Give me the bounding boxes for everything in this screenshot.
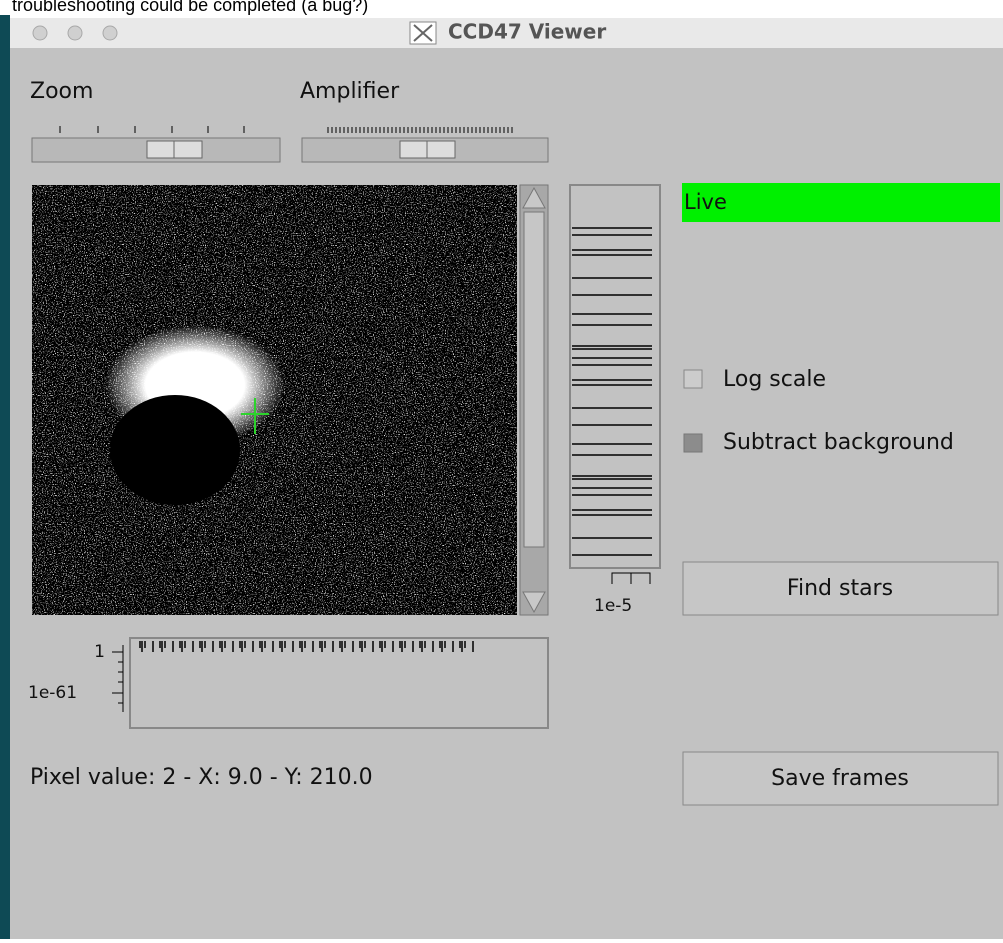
zoom-button[interactable]: [103, 26, 117, 40]
amplifier-slider[interactable]: [302, 138, 548, 162]
histogram-axis-top: 1: [94, 642, 105, 662]
caption: troubleshooting could be completed (a bu…: [12, 0, 368, 15]
histogram-axis-bottom: 1e-61: [28, 683, 77, 703]
subtract-background-label: Subtract background: [723, 430, 954, 455]
live-indicator: [682, 183, 1000, 222]
minimize-button[interactable]: [68, 26, 82, 40]
page: troubleshooting could be completed (a bu…: [0, 0, 1003, 939]
log-scale-label: Log scale: [723, 367, 826, 392]
find-stars-label: Find stars: [787, 576, 893, 601]
x11-icon: [410, 22, 436, 44]
screen: troubleshooting could be completed (a bu…: [0, 0, 1003, 939]
log-scale-checkbox[interactable]: [684, 370, 702, 388]
save-frames-label: Save frames: [771, 766, 909, 791]
amplifier-ticks: [328, 127, 512, 133]
subtract-background-checkbox[interactable]: [684, 434, 702, 452]
window-title: CCD47 Viewer: [448, 20, 606, 44]
pixel-info: Pixel value: 2 - X: 9.0 - Y: 210.0: [30, 765, 373, 790]
ccd-image: [32, 185, 517, 615]
zoom-slider[interactable]: [32, 138, 280, 162]
zoom-label: Zoom: [30, 79, 93, 104]
close-button[interactable]: [33, 26, 47, 40]
live-label: Live: [684, 190, 727, 214]
image-scrollbar[interactable]: [520, 185, 548, 615]
histogram-axis-label: 1e-5: [594, 596, 632, 616]
desktop-edge: [0, 15, 10, 939]
amplifier-label: Amplifier: [300, 79, 400, 104]
